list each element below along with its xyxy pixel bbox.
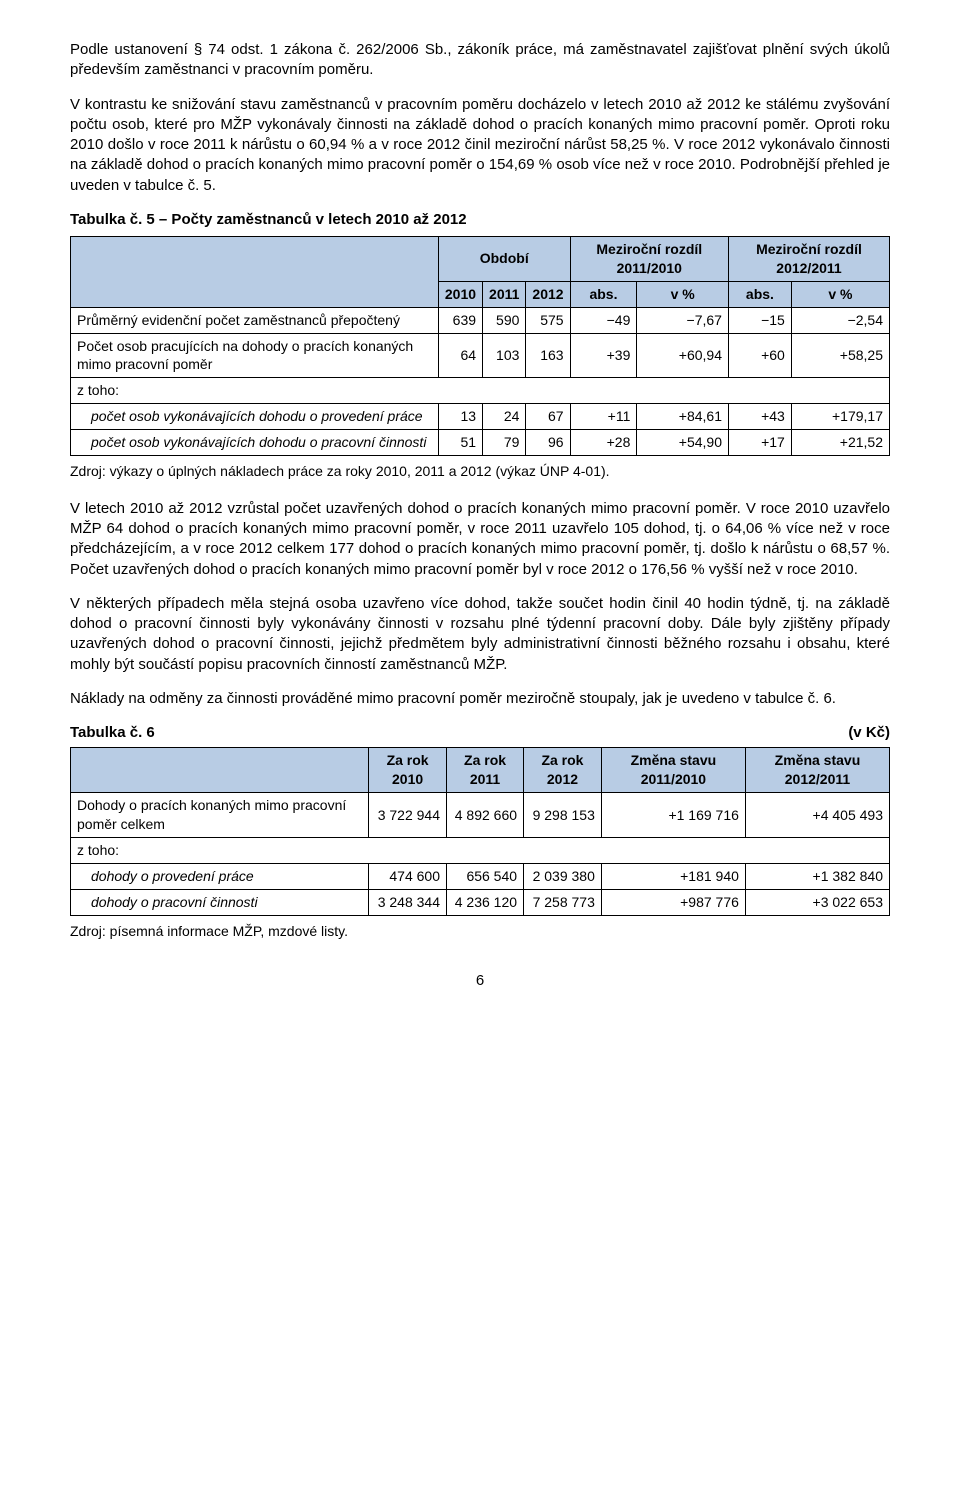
cell: +11	[570, 404, 637, 430]
cell: 96	[526, 430, 570, 456]
cell: +58,25	[791, 333, 889, 378]
cell: +987 776	[601, 889, 745, 915]
t6-blank-head	[71, 748, 369, 793]
cell: +39	[570, 333, 637, 378]
cell: −2,54	[791, 307, 889, 333]
t5-r4-label: počet osob vykonávajících dohodu o prove…	[71, 404, 439, 430]
cell: 2 039 380	[524, 863, 602, 889]
t5-y2012: 2012	[526, 281, 570, 307]
t5-head-diff2: Meziroční rozdíl 2012/2011	[728, 237, 889, 282]
cell: +3 022 653	[745, 889, 889, 915]
cell: +54,90	[637, 430, 729, 456]
cell: 163	[526, 333, 570, 378]
para-2: V kontrastu ke snižování stavu zaměstnan…	[70, 95, 890, 196]
table-row: dohody o pracovní činnosti 3 248 344 4 2…	[71, 889, 890, 915]
table-row: počet osob vykonávajících dohodu o praco…	[71, 430, 890, 456]
cell: 9 298 153	[524, 793, 602, 838]
cell: 7 258 773	[524, 889, 602, 915]
para-4: V některých případech měla stejná osoba …	[70, 594, 890, 675]
cell: 656 540	[447, 863, 524, 889]
table-5-title: Tabulka č. 5 – Počty zaměstnanců v letec…	[70, 210, 890, 230]
table-row: Průměrný evidenční počet zaměstnanců pře…	[71, 307, 890, 333]
cell: +1 382 840	[745, 863, 889, 889]
t5-r2-label: Počet osob pracujících na dohody o prací…	[71, 333, 439, 378]
cell: +84,61	[637, 404, 729, 430]
cell: 4 892 660	[447, 793, 524, 838]
cell: −7,67	[637, 307, 729, 333]
table-row: dohody o provedení práce 474 600 656 540…	[71, 863, 890, 889]
t6-source: Zdroj: písemná informace MŽP, mzdové lis…	[70, 922, 890, 941]
para-1: Podle ustanovení § 74 odst. 1 zákona č. …	[70, 40, 890, 81]
cell: +179,17	[791, 404, 889, 430]
table-row: Dohody o pracích konaných mimo pracovní …	[71, 793, 890, 838]
t5-r1-label: Průměrný evidenční počet zaměstnanců pře…	[71, 307, 439, 333]
t6-h3: Za rok 2012	[524, 748, 602, 793]
cell: 67	[526, 404, 570, 430]
cell: 3 722 944	[369, 793, 447, 838]
cell: 64	[438, 333, 482, 378]
t5-blank-head	[71, 237, 439, 308]
t5-r5-label: počet osob vykonávajících dohodu o praco…	[71, 430, 439, 456]
t5-y2010: 2010	[438, 281, 482, 307]
cell: +17	[728, 430, 791, 456]
t5-r3-label: z toho:	[71, 378, 890, 404]
cell: 590	[483, 307, 526, 333]
t6-h5: Změna stavu 2012/2011	[745, 748, 889, 793]
t6-r3-label: dohody o provedení práce	[71, 863, 369, 889]
cell: +28	[570, 430, 637, 456]
cell: 51	[438, 430, 482, 456]
cell: 4 236 120	[447, 889, 524, 915]
t6-title-left: Tabulka č. 6	[70, 723, 155, 743]
cell: −15	[728, 307, 791, 333]
t5-y2011: 2011	[483, 281, 526, 307]
table-6: Za rok 2010 Za rok 2011 Za rok 2012 Změn…	[70, 747, 890, 915]
t6-r4-label: dohody o pracovní činnosti	[71, 889, 369, 915]
table-row: z toho:	[71, 837, 890, 863]
t6-h4: Změna stavu 2011/2010	[601, 748, 745, 793]
t6-r2-label: z toho:	[71, 837, 890, 863]
cell: 575	[526, 307, 570, 333]
para-3: V letech 2010 až 2012 vzrůstal počet uza…	[70, 499, 890, 580]
cell: +21,52	[791, 430, 889, 456]
cell: 3 248 344	[369, 889, 447, 915]
cell: 13	[438, 404, 482, 430]
page-number: 6	[70, 971, 890, 991]
table-row: počet osob vykonávajících dohodu o prove…	[71, 404, 890, 430]
cell: +1 169 716	[601, 793, 745, 838]
cell: 639	[438, 307, 482, 333]
cell: +43	[728, 404, 791, 430]
cell: 24	[483, 404, 526, 430]
table-row: Počet osob pracujících na dohody o prací…	[71, 333, 890, 378]
cell: +60	[728, 333, 791, 378]
t6-h2: Za rok 2011	[447, 748, 524, 793]
t5-abs1: abs.	[570, 281, 637, 307]
t6-r1-label: Dohody o pracích konaných mimo pracovní …	[71, 793, 369, 838]
cell: 79	[483, 430, 526, 456]
t5-pct1: v %	[637, 281, 729, 307]
t6-h1: Za rok 2010	[369, 748, 447, 793]
cell: +181 940	[601, 863, 745, 889]
t5-abs2: abs.	[728, 281, 791, 307]
t5-source: Zdroj: výkazy o úplných nákladech práce …	[70, 462, 890, 481]
para-5: Náklady na odměny za činnosti prováděné …	[70, 689, 890, 709]
t5-pct2: v %	[791, 281, 889, 307]
cell: +4 405 493	[745, 793, 889, 838]
cell: +60,94	[637, 333, 729, 378]
cell: 474 600	[369, 863, 447, 889]
t6-title-right: (v Kč)	[848, 723, 890, 743]
cell: −49	[570, 307, 637, 333]
table-5: Období Meziroční rozdíl 2011/2010 Meziro…	[70, 236, 890, 456]
t5-head-period: Období	[438, 237, 570, 282]
cell: 103	[483, 333, 526, 378]
t5-head-diff1: Meziroční rozdíl 2011/2010	[570, 237, 728, 282]
table-row: z toho:	[71, 378, 890, 404]
